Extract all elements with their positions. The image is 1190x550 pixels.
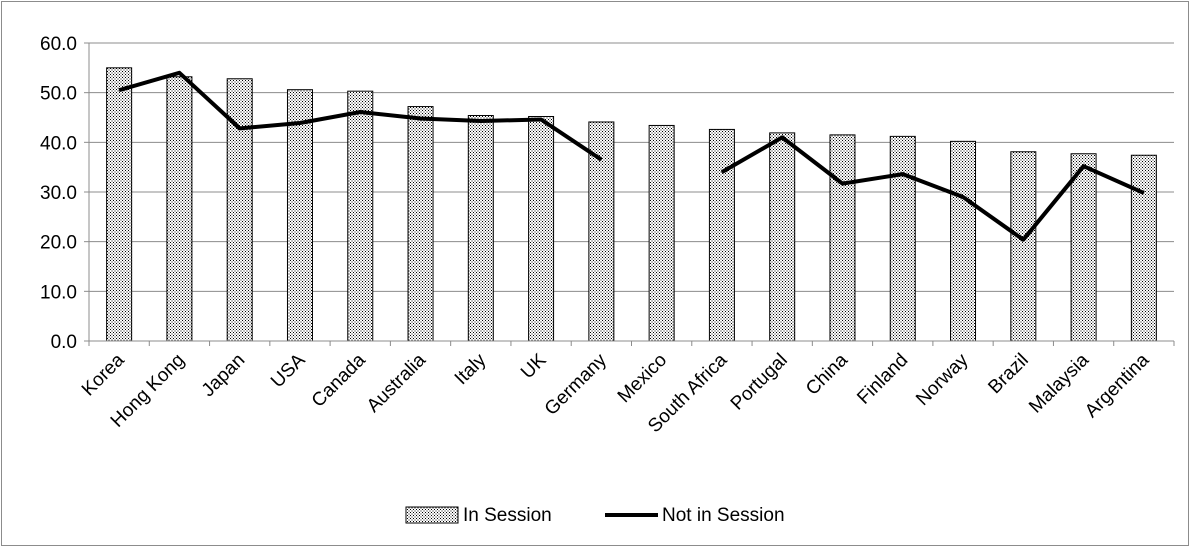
bar-layer	[106, 67, 1157, 342]
y-tick-label: 60.0	[40, 34, 77, 55]
x-tick-label: Argentina	[1081, 349, 1154, 422]
line-point-uk	[540, 118, 542, 120]
bar-south-africa	[708, 128, 735, 342]
line-point-finland	[902, 173, 904, 175]
y-tick-label: 50.0	[40, 84, 77, 105]
x-tick-label: Portugal	[727, 350, 792, 415]
x-tick-label: UK	[517, 349, 551, 383]
y-tick-label: 40.0	[40, 133, 77, 154]
line-point-portugal	[781, 136, 783, 138]
x-tick-label: Mexico	[614, 350, 671, 407]
x-tick-label: Canada	[308, 349, 370, 411]
line-point-china	[841, 183, 843, 185]
bar-korea	[106, 67, 133, 342]
bar-italy	[467, 115, 494, 342]
x-tick-label: Australia	[363, 349, 430, 416]
line-point-germany	[600, 159, 602, 161]
line-point-usa	[299, 122, 301, 124]
bar-malaysia	[1070, 153, 1097, 342]
line-point-argentina	[1143, 192, 1145, 194]
y-tick-label: 0.0	[51, 332, 77, 353]
y-tick-label: 10.0	[40, 282, 77, 303]
bar-canada	[347, 90, 374, 342]
line-point-south-africa	[721, 171, 723, 173]
line-point-australia	[420, 117, 422, 119]
bar-mexico	[648, 124, 675, 342]
bar-china	[829, 134, 856, 342]
bar-usa	[286, 89, 313, 342]
legend-label-not-in-session: Not in Session	[662, 505, 785, 526]
line-point-korea	[118, 89, 120, 91]
x-tick-label: Korea	[78, 349, 129, 400]
x-tick-label: Italy	[451, 349, 491, 389]
x-tick-label: USA	[267, 349, 310, 392]
x-tick-label: Germany	[541, 349, 611, 419]
x-tick-label: Japan	[198, 350, 249, 401]
bar-argentina	[1130, 154, 1157, 342]
line-point-canada	[359, 111, 361, 113]
x-tick-label: China	[802, 349, 852, 399]
line-point-brazil	[1022, 239, 1024, 241]
line-layer	[118, 70, 1145, 242]
y-tick-label: 20.0	[40, 233, 77, 254]
line-point-italy	[480, 120, 482, 122]
x-tick-label: Finland	[853, 350, 912, 409]
bar-uk	[528, 116, 555, 342]
line-point-hong-kong	[178, 72, 180, 74]
legend-swatch-in-session	[405, 506, 459, 524]
legend: In Session Not in Session	[405, 505, 785, 526]
bar-portugal	[769, 132, 796, 342]
line-point-norway	[962, 196, 964, 198]
bar-australia	[407, 106, 434, 342]
grid-layer	[89, 42, 1174, 292]
line-point-japan	[239, 127, 241, 129]
bar-brazil	[1010, 151, 1037, 342]
x-tick-label: Brazil	[984, 350, 1032, 398]
bar-finland	[889, 135, 916, 342]
bar-hong-kong	[166, 76, 193, 342]
bar-norway	[950, 140, 977, 342]
line-segment-not-in-session	[720, 135, 1145, 242]
line-point-malaysia	[1083, 165, 1085, 167]
x-tick-label: Norway	[912, 349, 973, 410]
legend-label-in-session: In Session	[463, 505, 552, 526]
y-tick-label: 30.0	[40, 183, 77, 204]
